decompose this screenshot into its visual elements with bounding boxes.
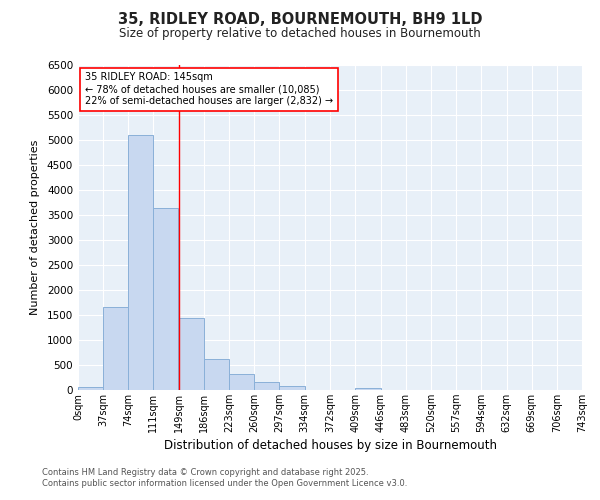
Text: Size of property relative to detached houses in Bournemouth: Size of property relative to detached ho…	[119, 28, 481, 40]
Bar	[204, 359, 229, 390]
Bar	[78, 386, 103, 390]
Bar	[103, 306, 128, 390]
Bar	[280, 386, 305, 390]
Text: 35, RIDLEY ROAD, BOURNEMOUTH, BH9 1LD: 35, RIDLEY ROAD, BOURNEMOUTH, BH9 1LD	[118, 12, 482, 28]
Text: 35 RIDLEY ROAD: 145sqm
← 78% of detached houses are smaller (10,085)
22% of semi: 35 RIDLEY ROAD: 145sqm ← 78% of detached…	[85, 72, 333, 106]
Y-axis label: Number of detached properties: Number of detached properties	[30, 140, 40, 315]
Bar	[355, 388, 380, 390]
Bar	[179, 318, 204, 390]
Bar	[128, 135, 153, 390]
X-axis label: Distribution of detached houses by size in Bournemouth: Distribution of detached houses by size …	[163, 439, 497, 452]
Bar	[153, 208, 178, 390]
Bar	[229, 374, 254, 390]
Bar	[254, 382, 280, 390]
Text: Contains HM Land Registry data © Crown copyright and database right 2025.
Contai: Contains HM Land Registry data © Crown c…	[42, 468, 407, 487]
